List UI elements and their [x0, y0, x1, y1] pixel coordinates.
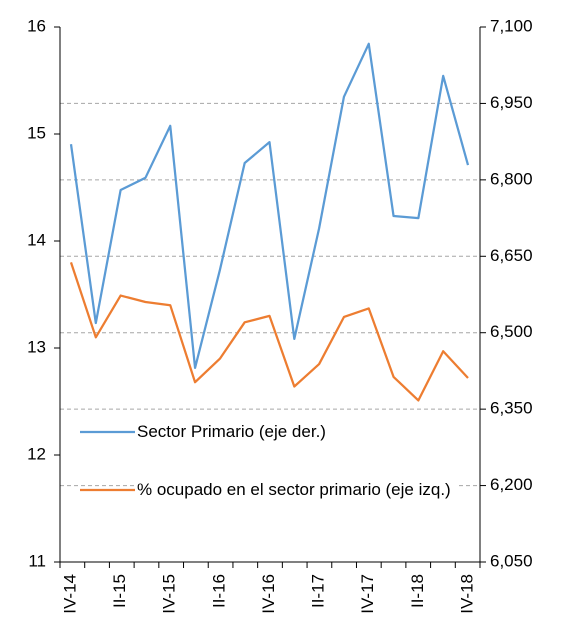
y-tick-label: 13: [27, 337, 46, 356]
x-tick-label: IV-14: [60, 574, 79, 614]
x-tick-label: IV-16: [259, 574, 278, 614]
y2-tick-label: 6,950: [490, 93, 533, 112]
series-line: [69, 42, 470, 369]
legend-label: % ocupado en el sector primario (eje izq…: [137, 476, 457, 504]
y2-tick-label: 6,650: [490, 246, 533, 265]
x-tick-label: IV-15: [160, 574, 179, 614]
y2-tick-label: 6,200: [490, 475, 533, 494]
x-tick-label: II-18: [408, 574, 427, 608]
y2-tick-label: 6,500: [490, 322, 533, 341]
y-tick-label: 15: [27, 123, 46, 142]
y-tick-label: 11: [28, 551, 46, 570]
x-tick-label: II-15: [110, 574, 129, 608]
y2-tick-label: 6,350: [490, 399, 533, 418]
y2-tick-label: 7,100: [490, 16, 533, 35]
x-tick-label: IV-18: [457, 574, 476, 614]
x-tick-label: IV-17: [358, 574, 377, 614]
y2-tick-label: 6,800: [490, 169, 533, 188]
y2-tick-label: 6,050: [490, 551, 533, 570]
x-tick-label: II-17: [309, 574, 328, 608]
y-tick-label: 14: [27, 230, 46, 249]
x-tick-label: II-16: [209, 574, 228, 608]
series-line: [69, 262, 469, 402]
y-tick-label: 16: [27, 16, 46, 35]
y-tick-label: 12: [27, 444, 46, 463]
legend-label: Sector Primario (eje der.): [137, 418, 457, 446]
